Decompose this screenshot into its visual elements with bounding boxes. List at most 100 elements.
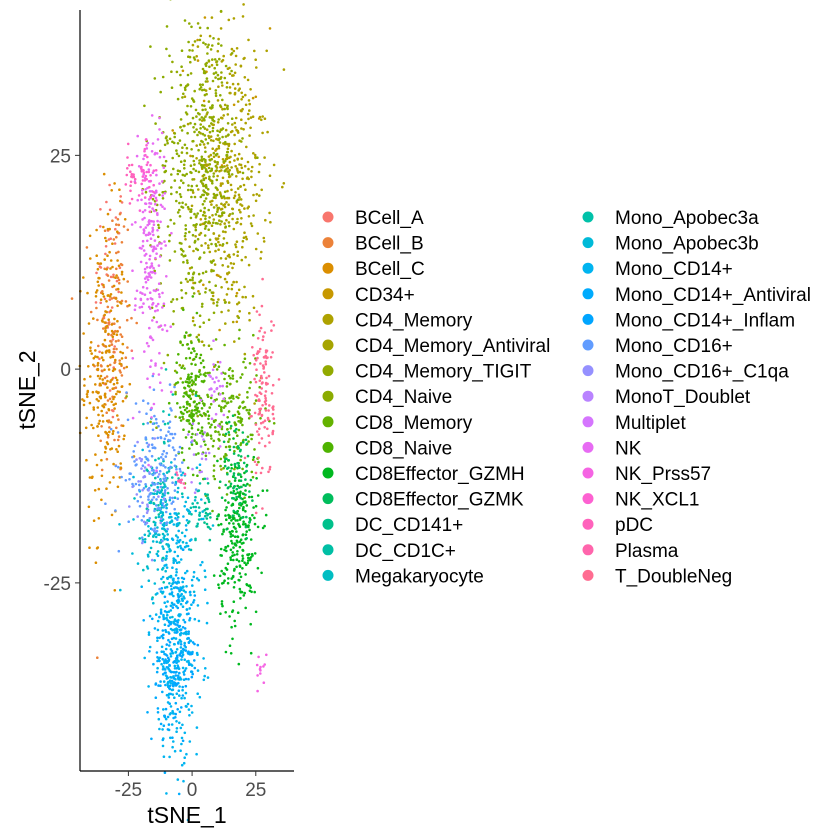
point	[148, 232, 152, 236]
point	[104, 445, 107, 449]
point	[233, 194, 237, 197]
point	[112, 332, 116, 336]
point	[148, 205, 151, 209]
point	[171, 476, 174, 479]
point	[229, 548, 233, 552]
point	[209, 260, 213, 263]
point	[106, 364, 110, 368]
legend-item: pDC	[582, 515, 653, 536]
point	[166, 353, 170, 357]
point	[142, 399, 145, 403]
point	[146, 377, 149, 381]
point	[191, 432, 194, 436]
point	[183, 669, 187, 672]
point	[186, 73, 190, 77]
point	[228, 445, 232, 448]
point	[208, 163, 212, 166]
point	[143, 216, 146, 220]
point	[206, 513, 210, 516]
point	[242, 505, 245, 509]
point	[161, 738, 165, 742]
point	[159, 381, 162, 385]
point	[199, 431, 202, 435]
point	[147, 633, 151, 636]
point	[146, 459, 150, 462]
point	[190, 379, 194, 382]
point	[202, 283, 205, 287]
point	[209, 425, 212, 429]
point	[169, 670, 173, 674]
point	[228, 91, 231, 95]
point	[190, 362, 193, 366]
series-CD4_Naive	[125, 0, 259, 471]
point	[160, 650, 163, 653]
point	[123, 434, 126, 438]
point	[183, 386, 186, 390]
point	[180, 253, 184, 256]
point	[99, 301, 102, 305]
point	[225, 518, 228, 521]
point	[158, 193, 161, 197]
point	[201, 140, 204, 144]
point	[167, 624, 170, 628]
point	[125, 391, 128, 394]
point	[229, 130, 233, 134]
point	[176, 674, 180, 677]
point	[232, 253, 236, 256]
point	[221, 108, 224, 111]
point	[119, 462, 122, 465]
point	[161, 728, 164, 731]
point	[173, 749, 177, 753]
point	[151, 319, 154, 322]
point	[101, 381, 105, 385]
point	[233, 91, 237, 95]
point	[232, 486, 235, 490]
point	[208, 158, 212, 162]
point	[193, 40, 197, 43]
point	[177, 154, 181, 158]
point	[173, 135, 176, 139]
point	[241, 533, 245, 537]
point	[131, 485, 134, 489]
point	[212, 151, 216, 155]
point	[148, 550, 152, 554]
point	[179, 340, 182, 344]
point	[190, 704, 193, 708]
point	[265, 376, 268, 380]
point	[125, 365, 129, 369]
point	[183, 731, 187, 735]
point	[237, 522, 240, 526]
point	[236, 461, 239, 465]
point	[236, 187, 240, 190]
point	[166, 666, 170, 669]
point	[226, 189, 229, 193]
point	[138, 504, 142, 508]
point	[149, 270, 153, 274]
point	[264, 360, 268, 363]
point	[206, 188, 210, 191]
point	[227, 301, 231, 304]
point	[254, 399, 258, 402]
point	[263, 444, 267, 448]
point	[181, 685, 184, 689]
point	[238, 572, 242, 575]
point	[103, 450, 107, 454]
point	[111, 387, 114, 391]
point	[146, 161, 150, 164]
point	[108, 298, 112, 301]
point	[187, 184, 190, 187]
point	[161, 690, 164, 694]
point	[216, 161, 219, 164]
point	[215, 304, 219, 307]
point	[182, 673, 186, 676]
point	[231, 637, 234, 641]
point	[234, 243, 237, 246]
point	[256, 674, 259, 677]
point	[257, 655, 260, 659]
point	[233, 449, 236, 453]
point	[180, 446, 184, 450]
point	[150, 297, 154, 301]
point	[164, 244, 167, 247]
point	[100, 474, 104, 478]
point	[235, 201, 239, 204]
